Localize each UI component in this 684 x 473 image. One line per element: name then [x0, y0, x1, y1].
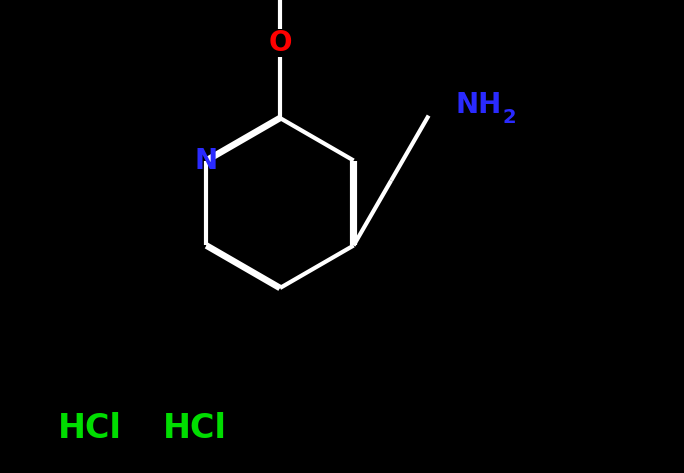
- Text: HCl: HCl: [163, 412, 227, 445]
- Text: HCl: HCl: [58, 412, 122, 445]
- Text: NH: NH: [455, 91, 501, 119]
- Text: O: O: [268, 29, 292, 57]
- Text: 2: 2: [503, 107, 516, 126]
- Text: N: N: [195, 147, 218, 175]
